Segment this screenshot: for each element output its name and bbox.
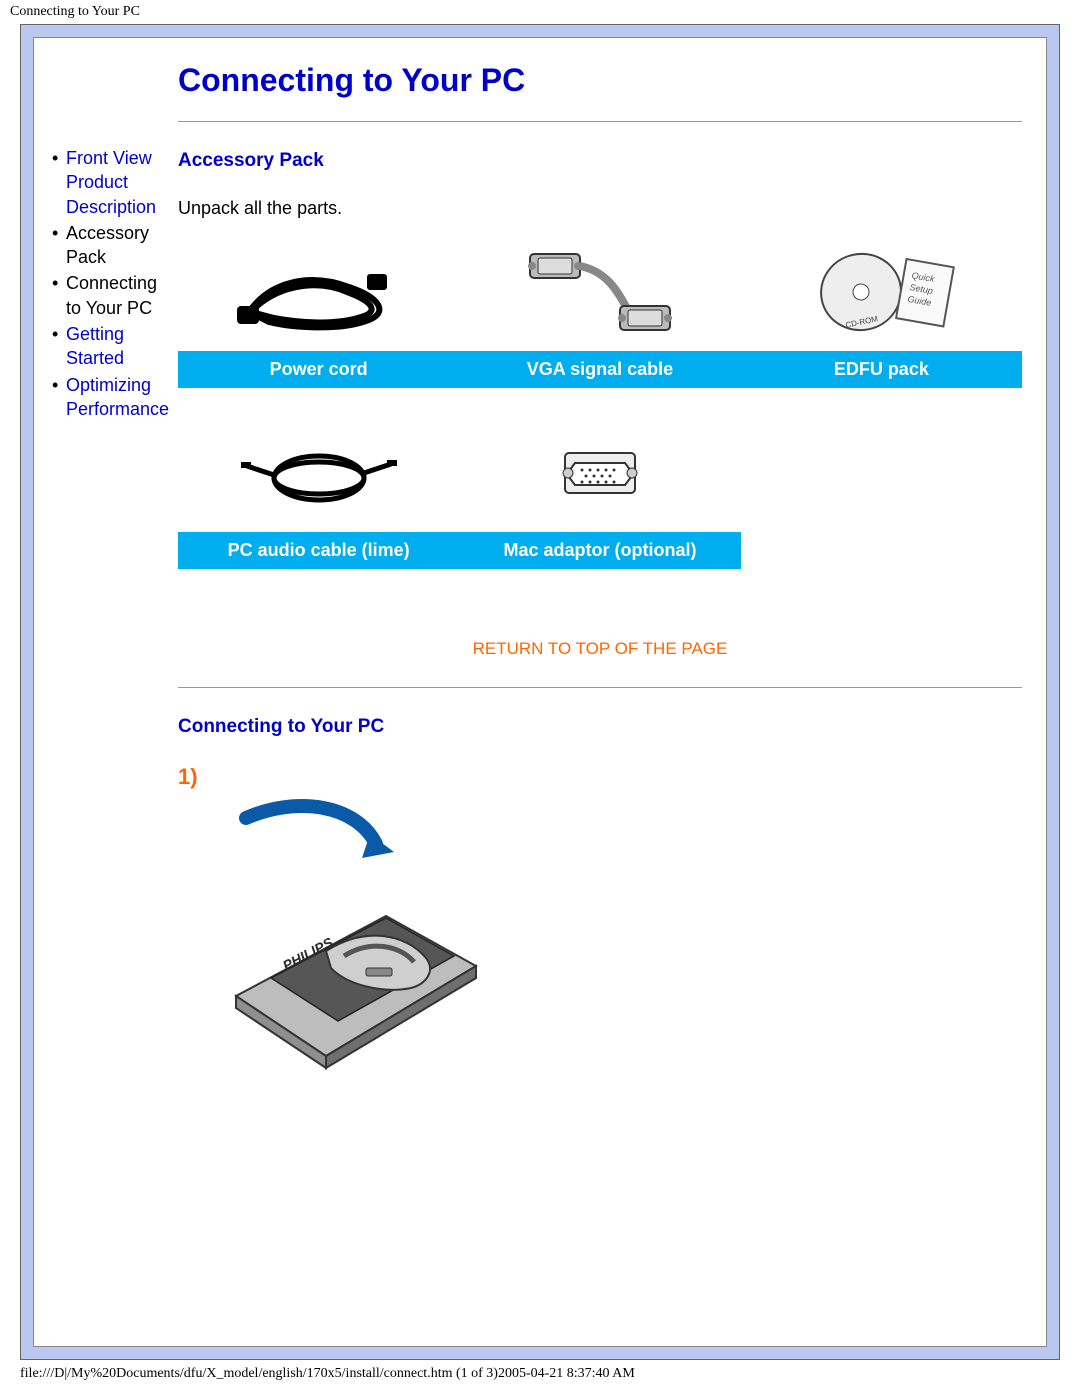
edfu-pack-icon: CD-ROM Quick Setup Guide	[741, 237, 1022, 347]
header-title: Connecting to Your PC	[0, 0, 1080, 24]
mac-adaptor-icon	[459, 418, 740, 528]
accessory-cell-mac: Mac adaptor (optional)	[459, 418, 740, 569]
sidebar-item-connecting[interactable]: • Connecting to Your PC	[52, 271, 172, 320]
section-heading-accessory: Accessory Pack	[178, 150, 1022, 172]
sidebar-item-label: Getting Started	[66, 322, 172, 371]
sidebar-item-optimizing[interactable]: • Optimizing Performance	[52, 373, 172, 422]
accessory-row-2: PC audio cable (lime)	[178, 418, 1022, 569]
vga-cable-icon	[459, 237, 740, 347]
accessory-cell-audio: PC audio cable (lime)	[178, 418, 459, 569]
divider	[178, 121, 1022, 122]
step-number: 1)	[178, 764, 1022, 790]
power-cord-icon	[178, 237, 459, 347]
intro-text: Unpack all the parts.	[178, 198, 1022, 219]
outer-frame: • Front View Product Description • Acces…	[20, 24, 1060, 1360]
bullet-icon: •	[52, 322, 66, 371]
accessory-cell-edfu: CD-ROM Quick Setup Guide EDFU pack	[741, 237, 1022, 388]
page-title: Connecting to Your PC	[178, 62, 1022, 99]
sidebar-item-front-view[interactable]: • Front View Product Description	[52, 146, 172, 219]
accessory-cell-power-cord: Power cord	[178, 237, 459, 388]
sidebar-item-label: Connecting to Your PC	[66, 271, 172, 320]
audio-cable-icon	[178, 418, 459, 528]
bullet-icon: •	[52, 221, 66, 270]
accessory-label: Mac adaptor (optional)	[459, 532, 740, 569]
accessory-label: Power cord	[178, 351, 459, 388]
accessory-label: EDFU pack	[741, 351, 1022, 388]
sidebar-item-getting-started[interactable]: • Getting Started	[52, 322, 172, 371]
section-heading-connecting: Connecting to Your PC	[178, 716, 1022, 738]
main-content: Connecting to Your PC Accessory Pack Unp…	[172, 56, 1022, 1101]
divider	[178, 687, 1022, 688]
page: • Front View Product Description • Acces…	[33, 37, 1047, 1347]
bullet-icon: •	[52, 271, 66, 320]
accessory-label: PC audio cable (lime)	[178, 532, 459, 569]
accessory-cell-vga: VGA signal cable	[459, 237, 740, 388]
sidebar-item-accessory-pack[interactable]: • Accessory Pack	[52, 221, 172, 270]
return-to-top-link[interactable]: RETURN TO TOP OF THE PAGE	[178, 639, 1022, 659]
accessory-label: VGA signal cable	[459, 351, 740, 388]
bullet-icon: •	[52, 373, 66, 422]
sidebar-item-label: Accessory Pack	[66, 221, 172, 270]
empty-cell	[741, 418, 1022, 569]
bullet-icon: •	[52, 146, 66, 219]
sidebar-nav: • Front View Product Description • Acces…	[52, 56, 172, 423]
accessory-row-1: Power cord	[178, 237, 1022, 388]
sidebar-item-label: Front View Product Description	[66, 146, 172, 219]
footer-file-path: file:///D|/My%20Documents/dfu/X_model/en…	[0, 1360, 1080, 1388]
sidebar-item-label: Optimizing Performance	[66, 373, 172, 422]
monitor-base-illustration: PHILIPS	[186, 796, 1022, 1081]
